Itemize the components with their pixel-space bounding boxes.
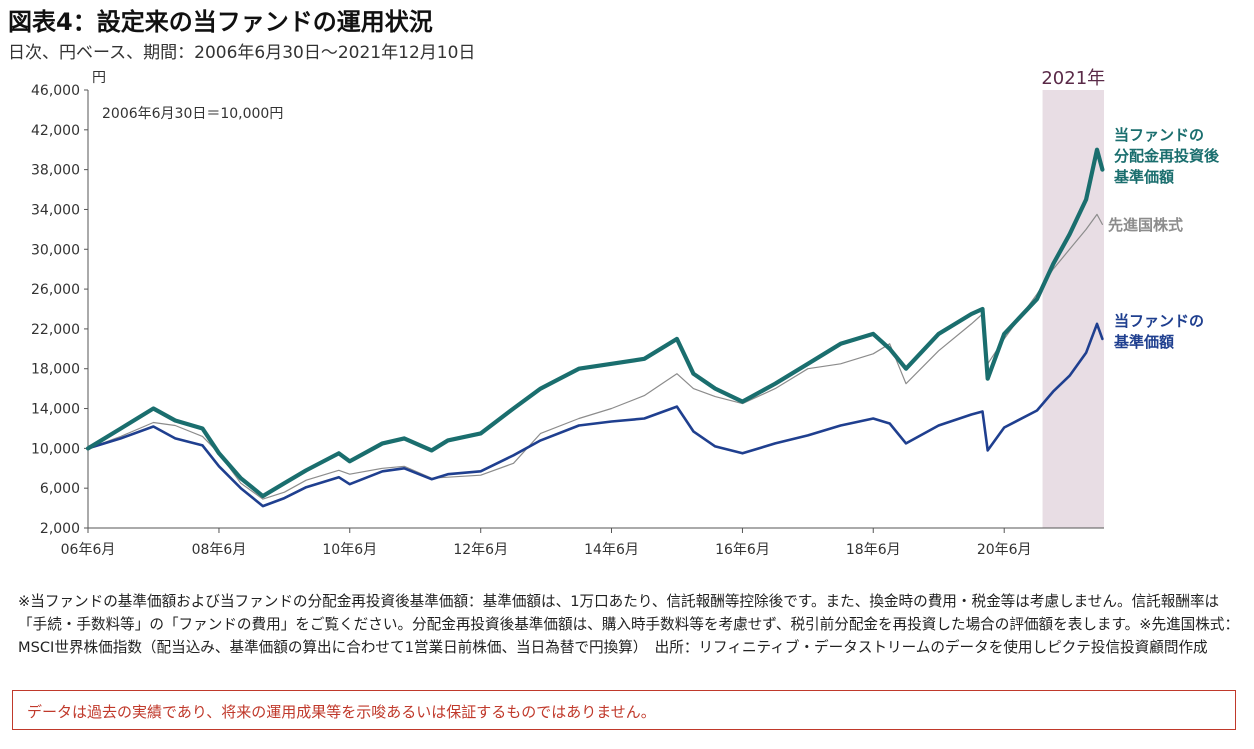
series-label: 先進国株式 xyxy=(1108,216,1183,234)
x-tick-label: 08年6月 xyxy=(192,542,247,558)
y-tick-label: 34,000 xyxy=(31,202,80,218)
x-tick-label: 18年6月 xyxy=(846,542,901,558)
y-tick-label: 26,000 xyxy=(31,282,80,298)
series-line xyxy=(85,147,1105,499)
series-label: 当ファンドの基準価額 xyxy=(1113,312,1204,351)
highlight-label: 2021年 xyxy=(1041,68,1105,89)
y-tick-label: 10,000 xyxy=(31,441,80,457)
y-tick-label: 6,000 xyxy=(40,481,80,497)
x-tick-label: 16年6月 xyxy=(715,542,770,558)
y-tick-label: 14,000 xyxy=(31,402,80,418)
y-tick-label: 2,000 xyxy=(40,521,80,537)
y-tick-label: 38,000 xyxy=(31,163,80,179)
series-line xyxy=(87,213,1104,500)
x-tick-label: 06年6月 xyxy=(61,542,116,558)
x-tick-label: 12年6月 xyxy=(453,542,508,558)
chart-annotation: 2006年6月30日＝10,000円 xyxy=(102,106,283,122)
y-tick-label: 46,000 xyxy=(31,83,80,99)
y-tick-label: 22,000 xyxy=(31,322,80,338)
x-tick-label: 14年6月 xyxy=(584,542,639,558)
disclaimer-box: データは過去の実績であり、将来の運用成果等を示唆あるいは保証するものではありませ… xyxy=(12,690,1236,730)
y-tick-label: 30,000 xyxy=(31,242,80,258)
y-tick-label: 42,000 xyxy=(31,123,80,139)
page-title: 図表4：設定来の当ファンドの運用状況 xyxy=(8,8,433,36)
series-label: 当ファンドの分配金再投資後基準価額 xyxy=(1113,126,1220,186)
footnote: ※当ファンドの基準価額および当ファンドの分配金再投資後基準価額：基準価額は、1万… xyxy=(18,593,1240,656)
y-tick-label: 18,000 xyxy=(31,362,80,378)
line-chart: 2021年 2,000 6,000 10,000 14,000 18,000 22,000 2… xyxy=(31,68,1220,558)
x-tick-label: 10年6月 xyxy=(322,542,377,558)
series-line xyxy=(86,322,1104,508)
y-axis-unit: 円 xyxy=(92,70,106,86)
x-tick-label: 20年6月 xyxy=(977,542,1032,558)
page-subtitle: 日次、円ベース、期間：2006年6月30日～2021年12月10日 xyxy=(8,43,476,63)
